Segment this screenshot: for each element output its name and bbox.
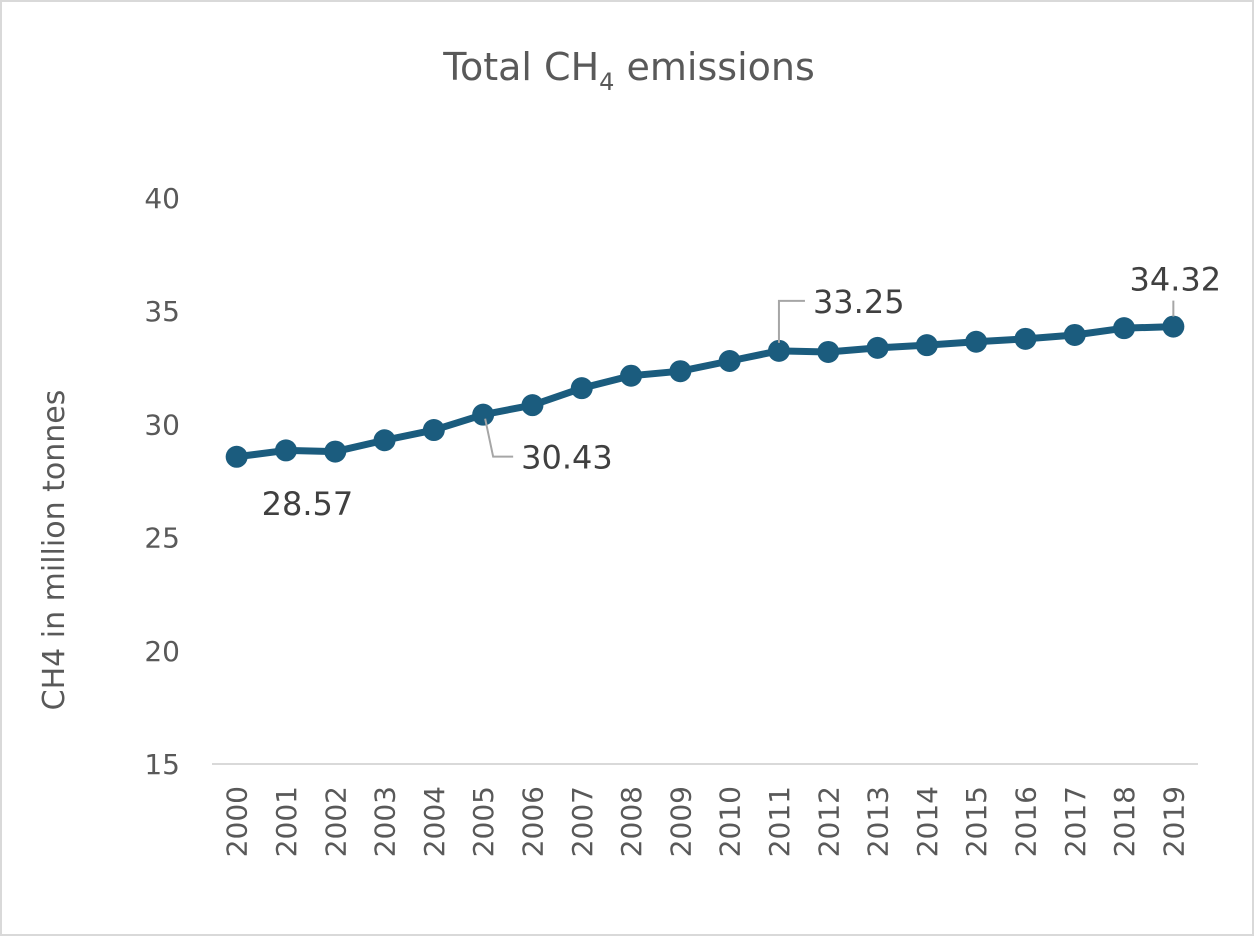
x-tick-label: 2018 — [1108, 786, 1141, 857]
data-point — [1014, 327, 1037, 350]
data-point — [669, 360, 692, 383]
x-tick-label: 2004 — [418, 786, 451, 857]
data-point — [620, 364, 643, 387]
x-tick-label: 2007 — [566, 786, 599, 857]
data-point — [373, 429, 396, 452]
data-label-leader — [484, 418, 514, 458]
y-tick-label: 15 — [144, 748, 180, 781]
data-point — [1113, 317, 1136, 340]
data-point — [225, 445, 248, 468]
x-tick-label: 2011 — [763, 786, 796, 857]
x-tick-label: 2015 — [960, 786, 993, 857]
y-tick-label: 40 — [144, 182, 180, 215]
chart-title-prefix: Total CH — [442, 45, 599, 89]
x-tick-label: 2003 — [369, 786, 402, 857]
x-tick-label: 2017 — [1059, 786, 1092, 857]
x-tick-label: 2005 — [467, 786, 500, 857]
x-tick-label: 2006 — [516, 786, 549, 857]
x-tick-label: 2008 — [615, 786, 648, 857]
data-point — [324, 440, 347, 463]
data-point — [767, 339, 790, 362]
data-point — [274, 439, 297, 462]
data-point — [521, 394, 544, 417]
data-point — [570, 377, 593, 400]
x-tick-label: 2019 — [1157, 786, 1190, 857]
data-point — [422, 419, 445, 442]
data-label: 34.32 — [1130, 261, 1222, 299]
x-tick-label: 2012 — [812, 786, 845, 857]
data-point — [817, 340, 840, 363]
y-tick-label: 25 — [144, 522, 180, 555]
y-tick-label: 20 — [144, 635, 180, 668]
data-point — [1063, 323, 1086, 346]
x-tick-label: 2016 — [1009, 786, 1042, 857]
chart-title-subscript: 4 — [599, 68, 614, 96]
plot-area: 15 20 25 30 35 40 2000 2001 2002 2003 2004 2005 2006… — [144, 182, 1221, 857]
x-tick-label: 2014 — [911, 786, 944, 857]
data-label: 28.57 — [262, 485, 354, 523]
x-tick-label: 2002 — [319, 786, 352, 857]
data-label-leader — [777, 299, 805, 343]
y-tick-label: 35 — [144, 295, 180, 328]
data-point — [965, 330, 988, 353]
x-tick-label: 2001 — [270, 786, 303, 857]
data-point — [718, 350, 741, 373]
x-tick-label: 2013 — [862, 786, 895, 857]
data-point — [915, 334, 938, 357]
x-tick-label: 2010 — [714, 786, 747, 857]
data-point — [866, 336, 889, 359]
data-point — [472, 403, 495, 426]
data-label: 30.43 — [521, 439, 613, 477]
y-tick-label: 30 — [144, 408, 180, 441]
x-tick-label: 2009 — [664, 786, 697, 857]
chart-title-suffix: emissions — [614, 45, 814, 89]
y-axis-title: CH4 in million tonnes — [37, 390, 72, 711]
data-label: 33.25 — [813, 283, 905, 321]
x-tick-label: 2000 — [221, 786, 254, 857]
chart-title: Total CH4 emissions — [442, 45, 815, 96]
data-point — [1162, 315, 1185, 338]
